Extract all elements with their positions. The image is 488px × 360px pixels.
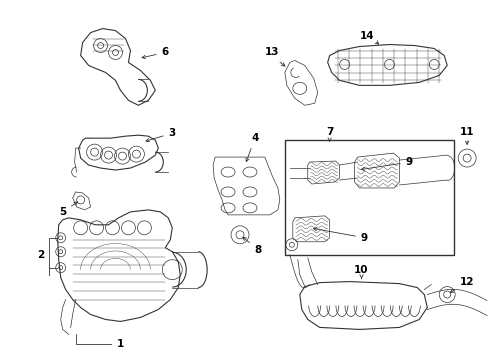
Text: 12: 12	[449, 276, 473, 293]
Text: 2: 2	[37, 250, 44, 260]
Text: 9: 9	[361, 157, 412, 171]
Text: 8: 8	[243, 237, 261, 255]
Text: 1: 1	[117, 339, 124, 349]
Text: 4: 4	[245, 133, 258, 162]
Text: 3: 3	[145, 128, 176, 142]
Text: 6: 6	[142, 48, 168, 59]
Text: 7: 7	[325, 127, 333, 137]
Text: 10: 10	[354, 265, 368, 275]
Text: 13: 13	[264, 48, 279, 58]
Bar	[285, 140, 453, 255]
Text: 11: 11	[459, 127, 473, 137]
Text: 14: 14	[360, 31, 374, 41]
Text: 5: 5	[59, 202, 78, 217]
Text: 9: 9	[313, 228, 367, 243]
